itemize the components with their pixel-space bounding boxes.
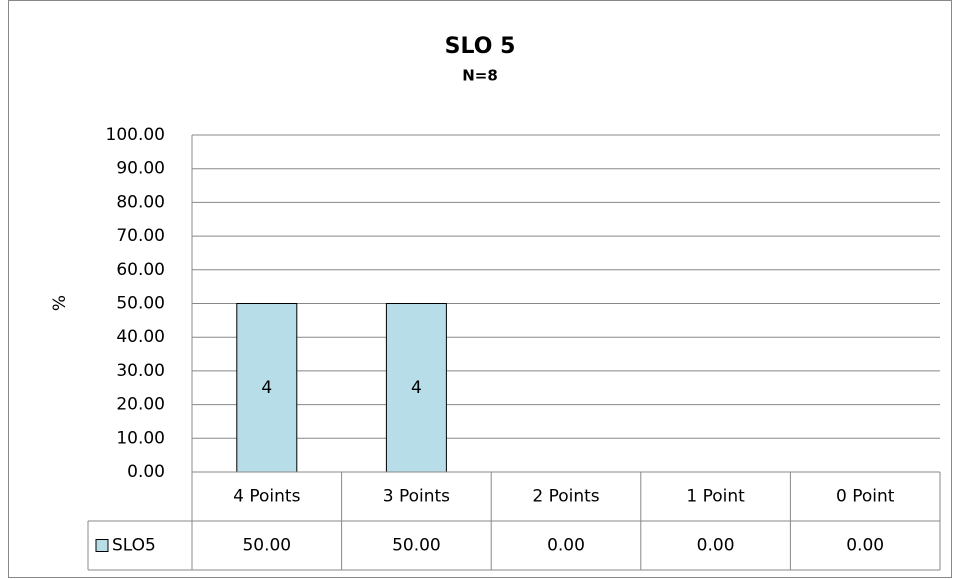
table-value: 50.00: [392, 536, 441, 556]
table-value: 0.00: [547, 536, 585, 556]
y-tick-label: 100.00: [106, 125, 165, 145]
table-value: 0.00: [697, 536, 735, 556]
bar: [385, 303, 447, 473]
x-tick-label: 2 Points: [532, 487, 599, 507]
y-tick-label: 60.00: [116, 260, 165, 280]
table-value: 50.00: [242, 536, 291, 556]
chart-subtitle: N=8: [462, 67, 498, 85]
chart-border: [8, 0, 952, 578]
table-value: 0.00: [846, 536, 884, 556]
bar-label: 4: [411, 378, 422, 398]
bar-label: 4: [261, 378, 272, 398]
y-tick-label: 50.00: [116, 294, 165, 314]
y-tick-label: 40.00: [116, 327, 165, 347]
y-axis-label: %: [50, 295, 70, 311]
bar: [236, 303, 298, 473]
y-tick-label: 80.00: [116, 192, 165, 212]
x-tick-label: 3 Points: [383, 487, 450, 507]
y-tick-label: 10.00: [116, 428, 165, 448]
x-tick-label: 4 Points: [233, 487, 300, 507]
x-tick-label: 1 Point: [686, 487, 745, 507]
y-tick-label: 70.00: [116, 226, 165, 246]
x-tick-label: 0 Point: [836, 487, 895, 507]
y-tick-label: 90.00: [116, 159, 165, 179]
y-tick-label: 0.00: [127, 462, 165, 482]
y-tick-label: 20.00: [116, 395, 165, 415]
y-tick-label: 30.00: [116, 361, 165, 381]
chart-title: SLO 5: [445, 34, 516, 59]
legend-label: SLO5: [112, 536, 156, 556]
legend-swatch: [95, 539, 109, 552]
